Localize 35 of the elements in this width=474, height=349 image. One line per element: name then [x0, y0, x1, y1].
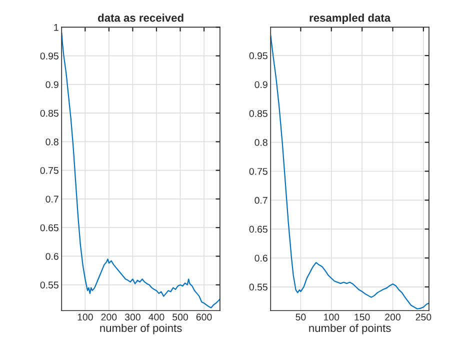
y-tick-label: 0.85: [40, 110, 58, 117]
y-tick-label: 0.65: [40, 224, 58, 232]
y-tick-label: 0.75: [249, 168, 268, 175]
y-tick-label: 1: [54, 24, 58, 31]
y-tick-label: 0.85: [249, 110, 268, 118]
x-axis-title: number of points: [309, 324, 391, 334]
x-tick-label: 150: [354, 314, 370, 321]
x-tick-label: 600: [196, 314, 212, 321]
x-tick-label: 50: [296, 314, 306, 321]
y-tick-label: 0.8: [46, 138, 58, 146]
y-tick-label: 0.75: [40, 167, 58, 174]
y-tick-label: 0.55: [249, 284, 268, 291]
y-tick-label: 0.9: [46, 81, 58, 88]
y-tick-label: 0.65: [249, 226, 268, 233]
chart-title: data as received: [98, 14, 184, 22]
y-tick-label: 0.7: [254, 196, 268, 204]
x-tick-label: 200: [385, 314, 400, 321]
x-tick-label: 100: [324, 314, 340, 321]
x-tick-label: 300: [124, 314, 140, 321]
line-series: [62, 32, 220, 308]
x-tick-label: 200: [101, 314, 117, 321]
x-axis-title: number of points: [100, 324, 182, 334]
y-tick-label: 0.8: [254, 139, 268, 146]
y-tick-label: 0.6: [46, 252, 58, 260]
y-tick-label: 0.6: [254, 254, 268, 262]
y-tick-label: 0.9: [254, 81, 268, 88]
chart-title: resampled data: [310, 14, 391, 24]
y-tick-label: 0.7: [46, 196, 58, 203]
x-tick-label: 250: [416, 314, 432, 321]
x-tick-label: 400: [148, 314, 164, 321]
x-tick-label: 100: [78, 314, 93, 321]
y-tick-label: 0.95: [40, 52, 58, 60]
y-tick-label: 0.95: [249, 52, 268, 60]
x-tick-label: 500: [172, 314, 188, 321]
y-tick-label: 0.55: [40, 282, 58, 288]
